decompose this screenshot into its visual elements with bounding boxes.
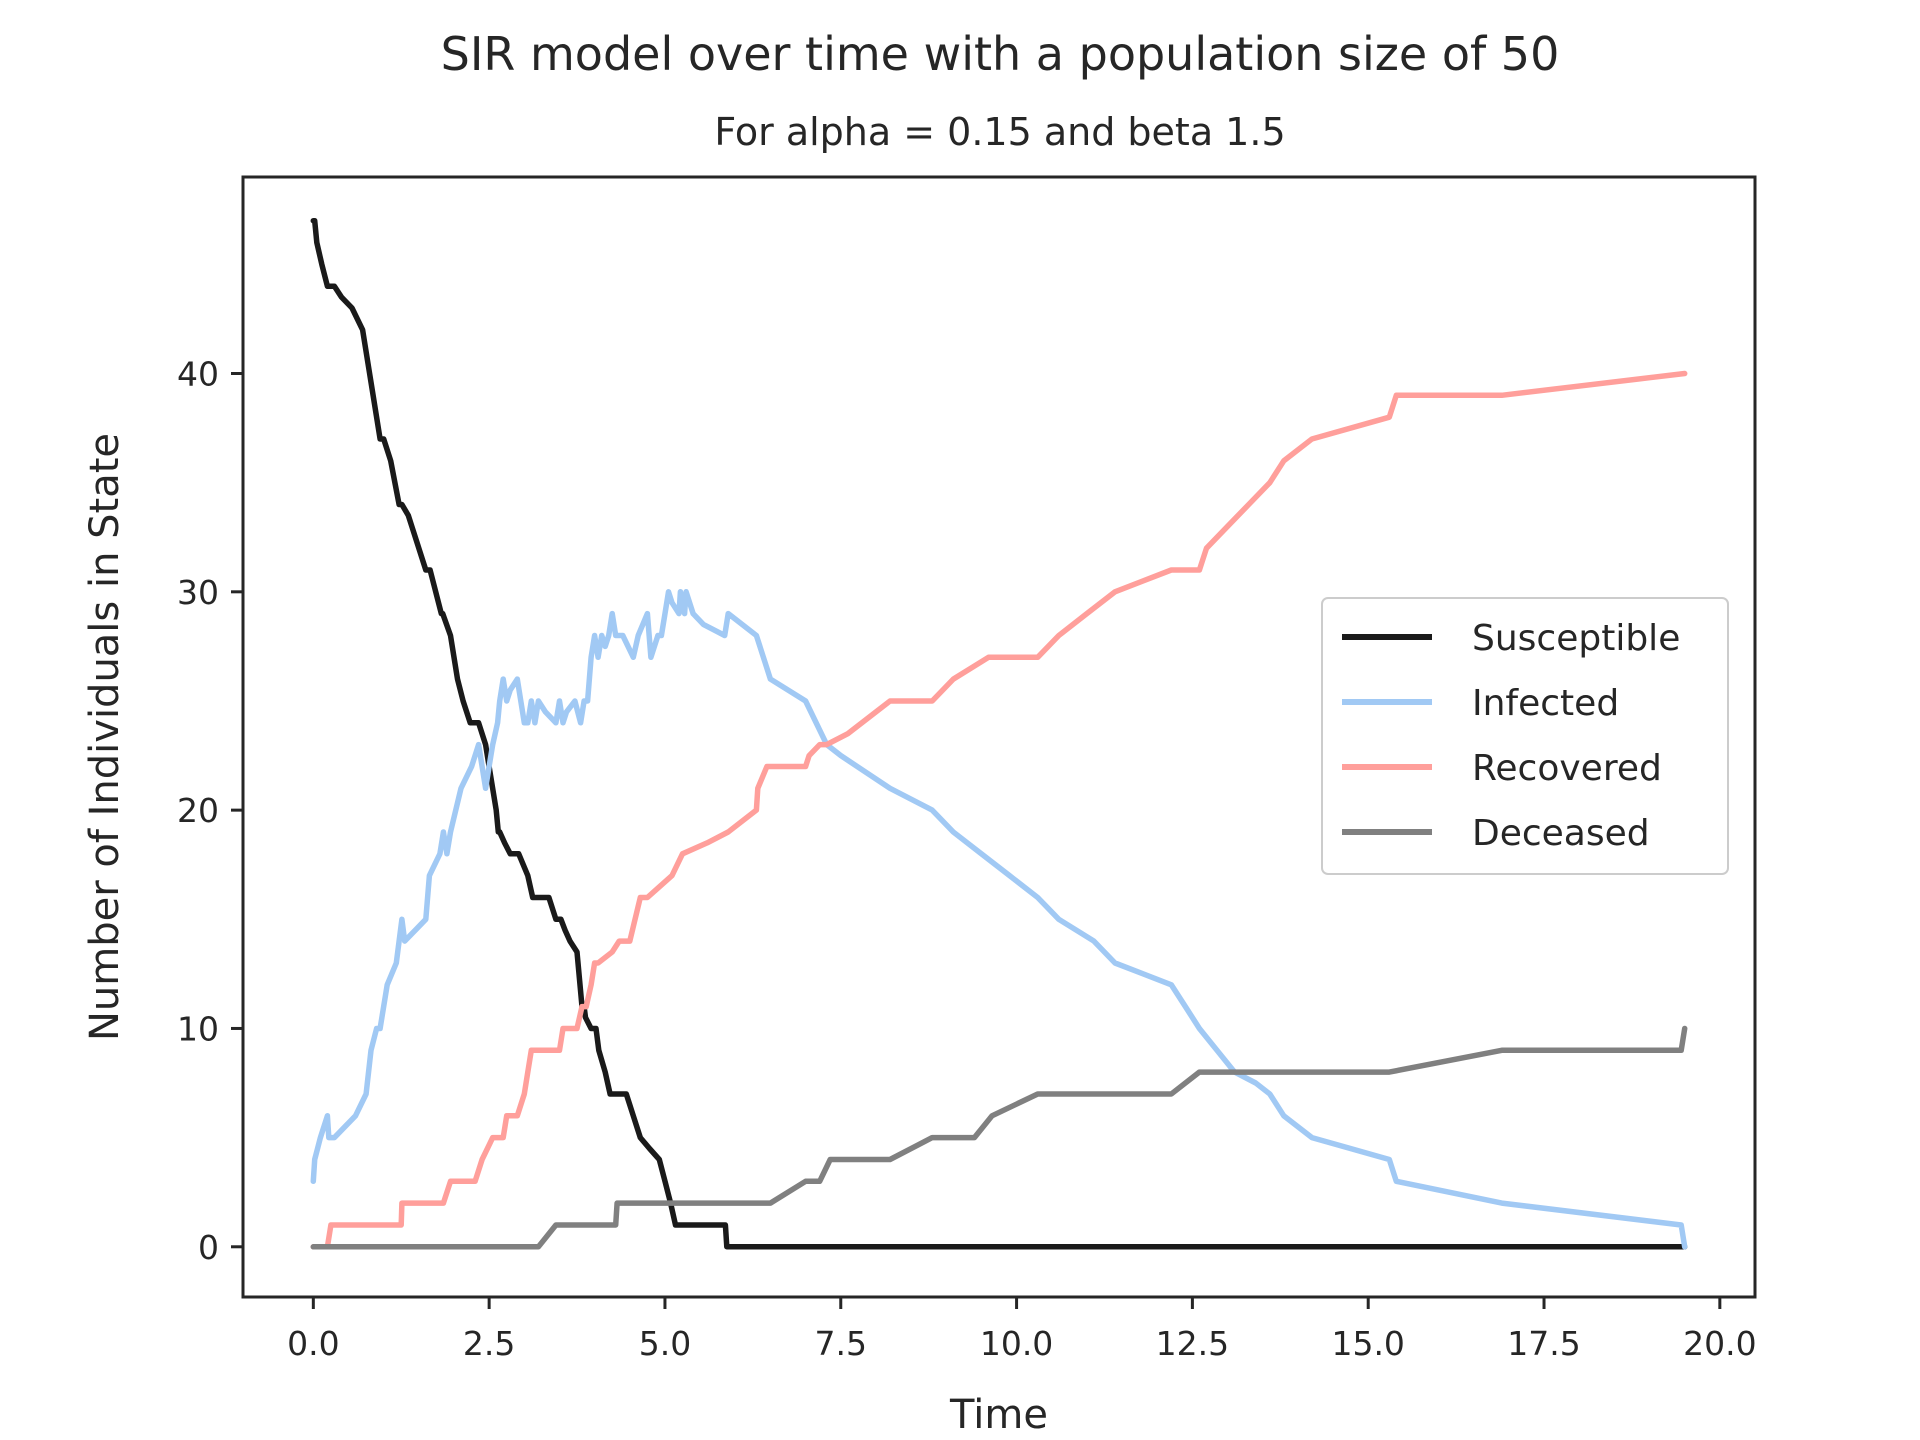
series-line-deceased <box>310 1025 1688 1250</box>
legend-label-infected: Infected <box>1472 683 1619 724</box>
chart-title: SIR model over time with a population si… <box>441 27 1560 81</box>
y-tick-label: 20 <box>177 791 219 830</box>
series-line-infected <box>310 589 1688 1250</box>
series-layer <box>310 217 1688 1250</box>
y-tick-label: 10 <box>177 1009 219 1048</box>
x-tick-label: 17.5 <box>1507 1324 1580 1363</box>
legend-label-susceptible: Susceptible <box>1472 618 1680 659</box>
y-tick-label: 40 <box>177 354 219 393</box>
x-tick-label: 0.0 <box>287 1324 339 1363</box>
plot-frame <box>241 175 1757 1299</box>
y-axis-ticks: 0 10 20 30 40 <box>177 354 243 1267</box>
x-tick-label: 7.5 <box>815 1324 867 1363</box>
x-tick-label: 10.0 <box>980 1324 1053 1363</box>
legend-label-deceased: Deceased <box>1472 813 1650 854</box>
y-axis-label: Number of Individuals in State <box>82 433 128 1041</box>
x-tick-label: 2.5 <box>463 1324 515 1363</box>
chart-subtitle: For alpha = 0.15 and beta 1.5 <box>714 110 1285 154</box>
series-line-recovered <box>310 370 1688 1250</box>
y-tick-label: 0 <box>198 1228 219 1267</box>
y-tick-label: 30 <box>177 573 219 612</box>
legend-label-recovered: Recovered <box>1472 748 1662 789</box>
x-tick-label: 5.0 <box>639 1324 691 1363</box>
x-tick-label: 15.0 <box>1331 1324 1404 1363</box>
x-axis-ticks: 0.0 2.5 5.0 7.5 10.0 12.5 15.0 17.5 20.0 <box>287 1297 1757 1363</box>
legend: Susceptible Infected Recovered Deceased <box>1321 597 1729 875</box>
x-tick-label: 20.0 <box>1683 1324 1756 1363</box>
x-axis-label: Time <box>949 1392 1048 1438</box>
legend-frame <box>1321 597 1729 875</box>
series-line-susceptible <box>310 217 1688 1250</box>
x-tick-label: 12.5 <box>1156 1324 1229 1363</box>
legend-items: Susceptible Infected Recovered Deceased <box>1342 618 1680 854</box>
